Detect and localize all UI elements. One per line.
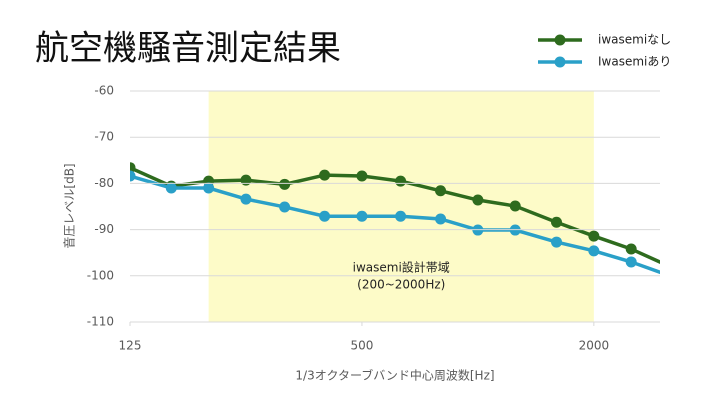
- data-point: [625, 243, 637, 255]
- x-tick-label: 500: [350, 339, 373, 353]
- data-point: [664, 261, 675, 272]
- annotation: (200~2000Hz): [357, 278, 445, 292]
- data-point: [319, 210, 331, 222]
- x-axis-title: 1/3オクターブバンド中心周波数[Hz]: [295, 368, 494, 383]
- data-point: [551, 236, 563, 248]
- data-point: [240, 174, 252, 186]
- legend-marker: [554, 56, 566, 68]
- x-tick-label: 2000: [579, 339, 610, 353]
- data-point: [435, 213, 447, 225]
- data-point: [130, 170, 136, 182]
- data-point: [588, 230, 600, 242]
- data-point: [165, 182, 177, 194]
- y-tick-label: -60: [94, 84, 114, 98]
- legend-label: Iwasemiあり: [598, 55, 671, 69]
- y-tick-label: -100: [87, 268, 114, 282]
- data-point: [356, 210, 368, 222]
- data-point: [130, 162, 136, 174]
- legend-label: iwasemiなし: [598, 33, 671, 47]
- data-point: [664, 270, 675, 281]
- data-point: [356, 170, 368, 182]
- data-point: [551, 216, 563, 228]
- x-tick-label: 125: [119, 339, 142, 353]
- data-point: [509, 200, 521, 212]
- y-tick-label: -90: [94, 222, 114, 236]
- y-axis-title: 音圧レベル[dB]: [62, 163, 77, 248]
- data-point: [395, 175, 407, 187]
- highlight-band: [208, 91, 594, 322]
- data-point: [240, 193, 252, 205]
- annotation: iwasemi設計帯域: [353, 260, 450, 275]
- plot-area: [130, 91, 675, 322]
- data-point: [625, 256, 637, 268]
- data-point: [279, 178, 291, 190]
- y-tick-label: -70: [94, 130, 114, 144]
- chart-title: 航空機騒音測定結果: [35, 29, 341, 69]
- data-point: [588, 245, 600, 257]
- data-point: [395, 210, 407, 222]
- y-tick-label: -110: [87, 315, 114, 329]
- data-point: [435, 185, 447, 197]
- data-point: [203, 182, 215, 194]
- legend-marker: [554, 34, 566, 46]
- data-point: [279, 201, 291, 213]
- data-point: [472, 194, 484, 206]
- y-tick-label: -80: [94, 176, 114, 190]
- data-point: [319, 169, 331, 181]
